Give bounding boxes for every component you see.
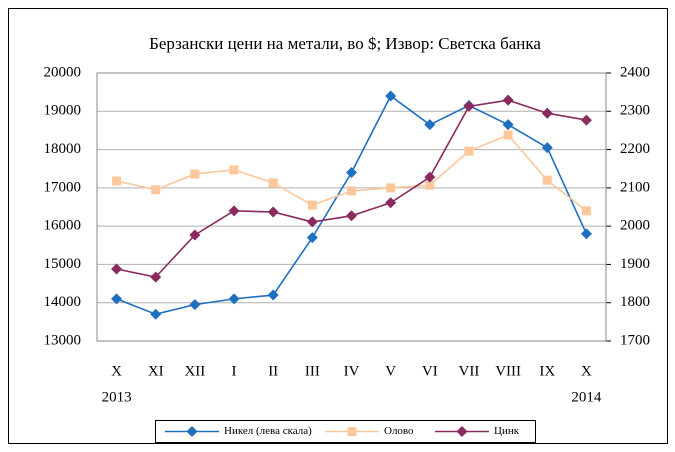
- point: [424, 171, 436, 183]
- point: [542, 175, 552, 185]
- y-tick-label: 13000: [44, 332, 82, 348]
- y-tick-label: 20000: [44, 64, 82, 80]
- point: [424, 119, 436, 131]
- x-tick-label: X: [111, 363, 122, 379]
- legend-label: Никел (лева скала): [224, 425, 312, 437]
- point: [503, 130, 513, 140]
- x-tick-label: VIII: [495, 363, 521, 379]
- x-tick-label: I: [232, 363, 237, 379]
- point: [541, 142, 553, 154]
- x-tick-label: VII: [459, 363, 480, 379]
- legend-label: Цинк: [494, 425, 520, 437]
- point: [502, 119, 514, 131]
- point: [267, 289, 279, 301]
- x-tick-label: II: [268, 363, 278, 379]
- x-tick-label: X: [581, 363, 592, 379]
- point: [541, 107, 553, 119]
- point: [346, 167, 357, 179]
- y-tick-label: 15000: [44, 256, 82, 272]
- y2-tick-label: 1700: [620, 332, 650, 348]
- point: [229, 165, 239, 175]
- y2-tick-label: 1800: [620, 294, 650, 310]
- point: [580, 228, 592, 240]
- point: [347, 186, 356, 196]
- x-tick-label: III: [305, 363, 320, 379]
- chart-title: Берзански цени на метали, во $; Извор: С…: [149, 34, 541, 53]
- legend-marker: [347, 427, 357, 436]
- x-tick-label: V: [385, 363, 396, 379]
- legend-label: Олово: [384, 425, 414, 437]
- x-tick-label: XII: [184, 363, 205, 379]
- y2-tick-label: 2200: [620, 141, 650, 157]
- point: [228, 205, 240, 217]
- y-tick-label: 14000: [44, 294, 82, 310]
- y2-tick-label: 2300: [620, 103, 650, 119]
- point: [267, 206, 279, 218]
- point: [228, 293, 240, 305]
- y-tick-label: 18000: [44, 141, 82, 157]
- point: [307, 200, 317, 210]
- point: [306, 232, 318, 244]
- y-tick-label: 17000: [44, 179, 82, 195]
- point: [386, 183, 396, 193]
- point: [502, 94, 514, 106]
- x-year-label: 2013: [102, 389, 132, 405]
- y2-tick-label: 1900: [620, 256, 650, 272]
- point: [346, 210, 357, 222]
- point: [150, 271, 162, 283]
- point: [385, 90, 397, 102]
- legend-marker: [456, 426, 468, 437]
- y2-tick-label: 2000: [620, 218, 650, 234]
- y-tick-label: 19000: [44, 103, 82, 119]
- point: [189, 229, 201, 241]
- point: [306, 216, 318, 228]
- point: [464, 146, 474, 156]
- point: [581, 206, 591, 216]
- x-year-label: 2014: [571, 389, 602, 405]
- point: [150, 308, 162, 320]
- point: [580, 114, 592, 126]
- plot-area: [96, 72, 607, 342]
- point: [268, 178, 278, 188]
- x-tick-label: XI: [148, 363, 164, 379]
- point: [189, 299, 201, 311]
- point: [112, 176, 122, 186]
- y-tick-label: 16000: [44, 218, 82, 234]
- point: [190, 169, 200, 179]
- point: [463, 100, 475, 112]
- x-tick-label: IV: [344, 363, 360, 379]
- y2-tick-label: 2100: [620, 179, 650, 195]
- point: [425, 180, 435, 190]
- point: [385, 197, 397, 209]
- x-tick-label: IX: [539, 363, 555, 379]
- x-tick-label: VI: [422, 363, 438, 379]
- point: [111, 263, 123, 275]
- point: [111, 293, 123, 305]
- point: [151, 185, 161, 195]
- legend-marker: [186, 426, 198, 437]
- y2-tick-label: 2400: [620, 64, 650, 80]
